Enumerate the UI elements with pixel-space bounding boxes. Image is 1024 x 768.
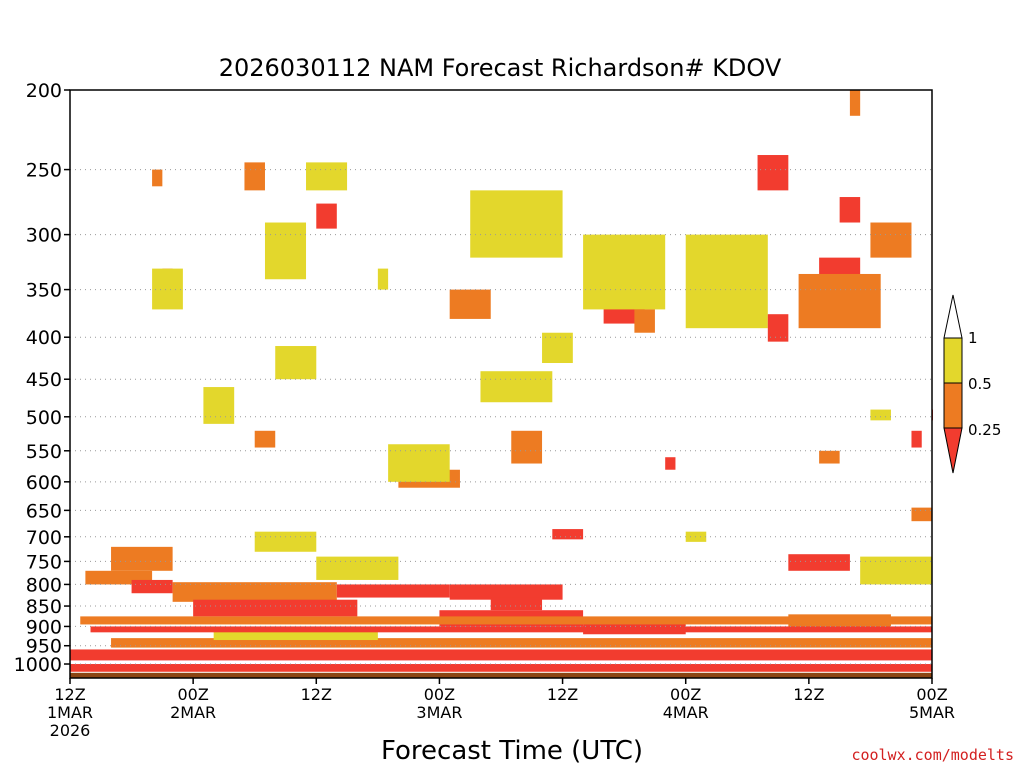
colorbar-bottom-arrow bbox=[943, 427, 963, 474]
ri-cell-high bbox=[203, 387, 235, 424]
ri-cell-high bbox=[860, 556, 932, 585]
ri-cell-mid bbox=[111, 638, 933, 648]
y-tick-label: 1000 bbox=[14, 654, 62, 676]
ri-cell-mid bbox=[634, 309, 655, 333]
ri-cell-low bbox=[490, 597, 543, 611]
y-tick-label: 250 bbox=[26, 160, 62, 182]
x-tick-label: 12Z bbox=[547, 685, 578, 704]
ri-cell-high bbox=[316, 556, 399, 580]
ri-cell-ground bbox=[70, 672, 932, 678]
ri-cell-low bbox=[90, 626, 933, 633]
x-tick-label: 12Z bbox=[54, 685, 85, 704]
x-tick-label: 5MAR bbox=[909, 703, 955, 722]
ri-cell-low bbox=[70, 664, 932, 672]
ri-cell-low bbox=[788, 554, 850, 571]
ri-cell-high bbox=[583, 234, 666, 310]
ri-cell-high bbox=[388, 444, 450, 482]
y-axis: 200 250 300 350 400 450 500 550 600 650 7007508008… bbox=[14, 80, 70, 676]
x-tick-label: 4MAR bbox=[663, 703, 709, 722]
colorbar-segment bbox=[943, 337, 963, 384]
y-tick-label: 200 bbox=[26, 80, 62, 102]
chart-title: 2026030112 NAM Forecast Richardson# KDOV bbox=[219, 54, 782, 82]
ri-cell-high bbox=[306, 162, 348, 191]
y-tick-label: 950 bbox=[26, 636, 62, 658]
ri-cell-low bbox=[757, 155, 789, 191]
ri-cell-mid bbox=[449, 289, 491, 319]
plot-frame bbox=[69, 89, 933, 679]
y-tick-label: 450 bbox=[26, 369, 62, 391]
ri-cell-mid bbox=[172, 582, 337, 602]
ri-cell-high bbox=[870, 409, 891, 421]
x-tick-label: 12Z bbox=[793, 685, 824, 704]
ri-cell-mid bbox=[80, 616, 932, 625]
ri-cell-low bbox=[839, 197, 861, 223]
ri-cell-low bbox=[316, 203, 337, 229]
y-tick-label: 650 bbox=[26, 500, 62, 522]
y-tick-label: 800 bbox=[26, 574, 62, 596]
ri-cell-low bbox=[70, 649, 932, 661]
y-tick-label: 350 bbox=[26, 280, 62, 302]
ri-cell-low bbox=[552, 529, 584, 540]
ri-cell-high bbox=[377, 268, 389, 290]
ri-cell-mid bbox=[111, 546, 173, 571]
ri-cell-high bbox=[264, 222, 307, 280]
ri-cell-high bbox=[480, 371, 553, 403]
ri-cell-mid bbox=[798, 273, 881, 329]
ri-cell-low bbox=[665, 457, 676, 470]
ri-cell-high bbox=[152, 268, 183, 310]
ri-cell-mid bbox=[819, 450, 840, 464]
y-tick-label: 900 bbox=[26, 616, 62, 638]
y-tick-label: 700 bbox=[26, 527, 62, 549]
ri-cell-low bbox=[767, 314, 789, 342]
colorbar-label: 1 bbox=[968, 329, 978, 347]
x-tick-label: 00Z bbox=[670, 685, 701, 704]
x-tick-label: 00Z bbox=[424, 685, 455, 704]
ri-cell-mid bbox=[244, 162, 265, 191]
x-axis-title: Forecast Time (UTC) bbox=[381, 736, 643, 766]
colorbar-label: 0.5 bbox=[968, 375, 992, 393]
colorbar-segment bbox=[943, 382, 963, 429]
ri-cell-low bbox=[131, 579, 173, 594]
x-tick-label: 3MAR bbox=[416, 703, 462, 722]
y-tick-label: 400 bbox=[26, 327, 62, 349]
credit-text: coolwx.com/modelts bbox=[851, 746, 1014, 764]
ri-cell-high bbox=[542, 332, 573, 364]
ri-cell-mid bbox=[849, 90, 861, 116]
ri-cell-high bbox=[685, 234, 768, 329]
ri-cell-low bbox=[193, 599, 358, 617]
legend-colorbar: 1 0.5 0.25 bbox=[943, 294, 1001, 474]
y-tick-label: 500 bbox=[26, 407, 62, 429]
y-tick-label: 550 bbox=[26, 441, 62, 463]
x-tick-label: 00Z bbox=[177, 685, 208, 704]
x-tick-label: 00Z bbox=[916, 685, 947, 704]
ri-cell-high bbox=[254, 531, 317, 552]
y-tick-label: 850 bbox=[26, 596, 62, 618]
ri-cell-low bbox=[336, 584, 450, 598]
x-tick-label: 12Z bbox=[301, 685, 332, 704]
ri-cell-high bbox=[470, 190, 563, 258]
y-tick-label: 300 bbox=[26, 225, 62, 247]
plot-area bbox=[70, 90, 933, 678]
ri-cell-mid bbox=[511, 430, 543, 464]
ri-cell-mid bbox=[911, 507, 932, 522]
x-tick-label: 2026 bbox=[50, 721, 91, 740]
ri-cell-mid bbox=[152, 169, 163, 187]
colorbar-label: 0.25 bbox=[968, 421, 1001, 439]
ri-cell-mid bbox=[870, 222, 912, 258]
ri-cell-high bbox=[213, 628, 378, 641]
ri-cell-low bbox=[911, 430, 922, 448]
y-tick-label: 600 bbox=[26, 472, 62, 494]
x-tick-label: 2MAR bbox=[170, 703, 216, 722]
ri-cell-low bbox=[449, 584, 563, 600]
x-tick-label: 1MAR bbox=[47, 703, 93, 722]
ri-cell-mid bbox=[254, 430, 276, 448]
y-tick-label: 750 bbox=[26, 551, 62, 573]
ri-cell-high bbox=[275, 346, 317, 380]
